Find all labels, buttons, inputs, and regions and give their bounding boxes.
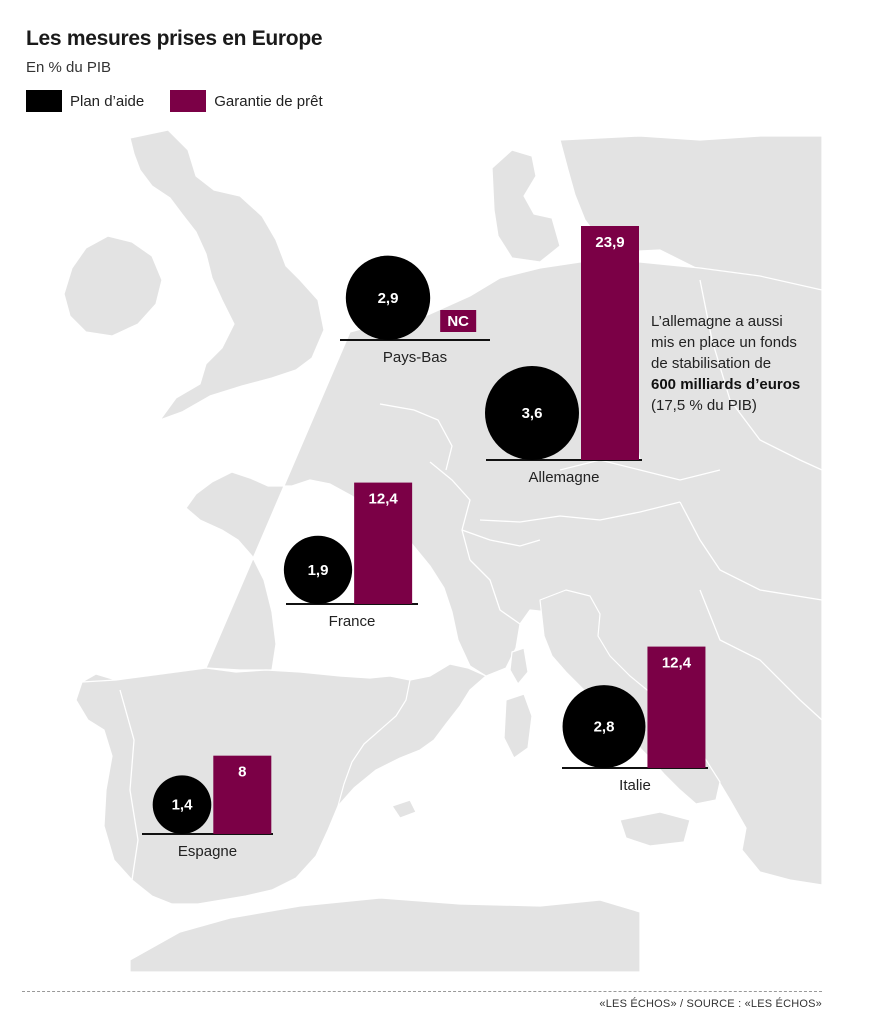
sicily-landmass (619, 811, 691, 847)
sardinia-landmass (503, 693, 533, 759)
france-germany-border (429, 461, 471, 561)
germany-annotation: L’allemagne a aussi mis en place un fond… (651, 311, 851, 416)
chart-title: Les mesures prises en Europe (26, 27, 323, 50)
country-name-pays-bas: Pays-Bas (383, 349, 447, 366)
country-name-allemagne: Allemagne (529, 469, 600, 486)
garantie-bar-italie (647, 646, 706, 768)
portugal-border (119, 689, 139, 881)
corsica-landmass (509, 647, 529, 685)
plan-label-pays-bas: 2,9 (378, 290, 399, 307)
data-marks: 2,9 NC Pays-Bas 3,6 23,9 Allemagne 1,9 12,4 Fran… (142, 226, 708, 860)
garantie-label-espagne: 8 (238, 764, 246, 781)
benelux-border (379, 403, 453, 471)
plan-circle-france (283, 535, 353, 604)
poland-east-border (699, 279, 823, 471)
source-credit: «LES ÉCHOS» / SOURCE : «LES ÉCHOS» (599, 998, 822, 1010)
north-africa-landmass (129, 897, 641, 973)
footer-divider (22, 991, 822, 992)
legend-label-garantie: Garantie de prêt (214, 92, 323, 110)
plan-label-france: 1,9 (308, 562, 329, 579)
plan-label-allemagne: 3,6 (522, 405, 543, 422)
country-name-italie: Italie (619, 777, 651, 794)
plan-circle-allemagne (485, 366, 579, 460)
plan-label-italie: 2,8 (594, 719, 615, 736)
annotation-bold: 600 milliards d’euros (651, 374, 851, 395)
garantie-label-pays-bas: NC (447, 313, 469, 330)
germany-austria-border (479, 501, 681, 523)
annotation-bold-text: 600 milliards d’euros (651, 376, 801, 393)
czech-border (559, 459, 721, 481)
austria-hungary-border (679, 501, 823, 601)
garantie-label-italie: 12,4 (662, 655, 692, 672)
plan-circle-pays-bas (345, 255, 431, 340)
legend-label-plan: Plan d’aide (70, 92, 145, 110)
plan-label-espagne: 1,4 (172, 797, 194, 814)
garantie-bar-allemagne (581, 226, 639, 460)
garantie-bar-france (354, 482, 413, 604)
balearic-landmass (391, 799, 417, 819)
denmark-landmass (491, 149, 561, 263)
plan-circle-espagne (152, 775, 212, 835)
chart-subtitle: En % du PIB (26, 59, 112, 76)
garantie-bar-espagne (213, 755, 272, 834)
great-britain-landmass (129, 129, 325, 421)
garantie-label-france: 12,4 (369, 491, 399, 508)
annotation-line-5: (17,5 % du PIB) (651, 397, 757, 414)
switzerland-border (461, 529, 541, 547)
plan-circle-italie (562, 685, 646, 768)
balkans-border (699, 589, 823, 721)
garantie-label-allemagne: 23,9 (595, 234, 624, 251)
country-name-espagne: Espagne (178, 843, 237, 860)
annotation-line-1: L’allemagne a aussi (651, 313, 783, 330)
garantie-nc-tag-pays-bas (440, 310, 477, 332)
country-borders (119, 261, 823, 881)
legend-swatch-garantie (170, 90, 207, 112)
ireland-landmass (63, 235, 163, 337)
country-name-france: France (329, 613, 376, 630)
annotation-line-3: de stabilisation de (651, 355, 772, 372)
france-italy-border (469, 559, 521, 625)
legend: Plan d’aide Garantie de prêt (26, 90, 349, 112)
annotation-line-2: mis en place un fonds (651, 334, 797, 351)
legend-swatch-plan (26, 90, 62, 112)
